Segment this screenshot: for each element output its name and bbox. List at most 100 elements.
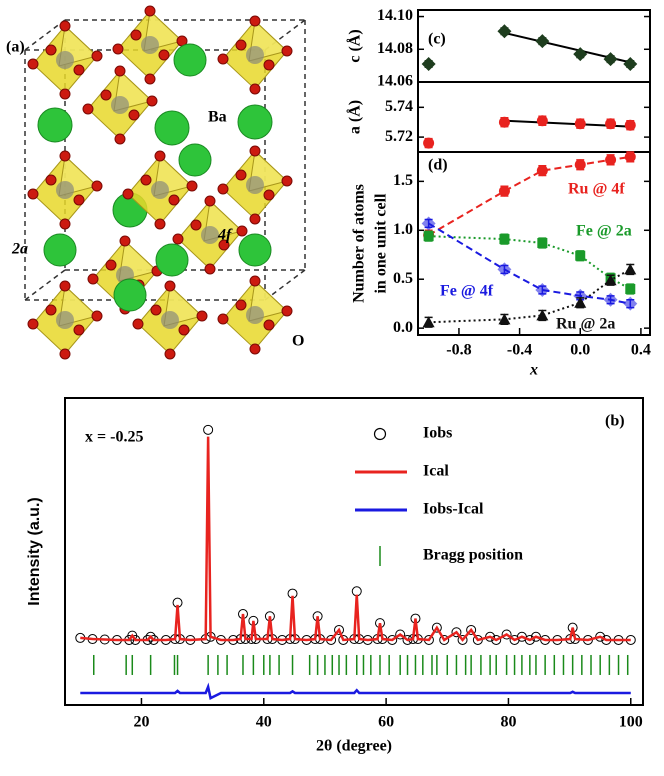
- o-atom: [249, 213, 261, 225]
- plot-frame: [64, 397, 644, 706]
- o-atom: [132, 318, 144, 330]
- o-atom: [122, 188, 134, 200]
- o-atom: [281, 45, 293, 57]
- o-atom: [236, 225, 248, 237]
- marker: [422, 316, 435, 328]
- x-tick-label: 0.4: [631, 342, 651, 359]
- o-atom: [144, 5, 156, 17]
- y-axis-label: in one unit cell: [373, 193, 390, 294]
- fe-ru-atom: [151, 181, 169, 199]
- o-atom: [249, 275, 261, 287]
- o-atom: [59, 280, 71, 292]
- marker: [573, 288, 588, 303]
- o-atom: [164, 348, 176, 360]
- y-tick-label: 0.5: [393, 270, 413, 287]
- fe-ru-atom: [161, 311, 179, 329]
- ba-atom: [113, 278, 147, 312]
- y-tick-label: 5.72: [385, 128, 413, 145]
- y-axis-label: Number of atoms: [351, 184, 368, 303]
- x-tick-label: 60: [378, 714, 394, 731]
- y-tick-label: 1.0: [393, 221, 413, 238]
- legend-label: Iobs: [423, 425, 452, 442]
- series-label: Fe @ 4f: [440, 283, 494, 300]
- o-atom: [45, 44, 57, 56]
- o-atom: [87, 273, 99, 285]
- marker: [536, 165, 548, 177]
- o-atom: [105, 259, 117, 271]
- o-atom: [27, 188, 39, 200]
- annotation: x = -0.25: [85, 429, 143, 446]
- fe-ru-atom: [111, 96, 129, 114]
- fe-ru-atom: [141, 36, 159, 54]
- o-atom: [119, 235, 131, 247]
- marker: [351, 586, 362, 597]
- marker: [574, 118, 586, 130]
- x-tick-label: 100: [619, 714, 643, 731]
- o-atom: [263, 189, 275, 201]
- marker: [603, 52, 618, 67]
- o-atom: [263, 59, 275, 71]
- o-atom: [91, 180, 103, 192]
- marker: [334, 624, 345, 635]
- o-atom: [112, 43, 124, 55]
- marker: [423, 231, 434, 242]
- y-axis-label: c (Å): [346, 29, 364, 62]
- ba-atom: [237, 104, 273, 140]
- y-tick-label: 5.74: [385, 98, 413, 115]
- o-atom: [82, 103, 94, 115]
- o-atom: [59, 150, 71, 162]
- x-tick-label: 0.0: [570, 342, 590, 359]
- panel-label: (c): [428, 31, 446, 48]
- y-tick-label: 1.5: [393, 172, 413, 189]
- marker: [498, 313, 511, 325]
- o-atom: [217, 53, 229, 65]
- panel-label: (a): [6, 39, 25, 56]
- o-atom: [281, 175, 293, 187]
- marker: [524, 634, 535, 645]
- marker: [536, 115, 548, 127]
- ba-atom: [154, 110, 190, 146]
- o-atom: [190, 219, 202, 231]
- panel-label: (b): [605, 413, 625, 430]
- o-atom: [59, 88, 71, 100]
- legend-symbol: [373, 427, 387, 441]
- fe-ru-atom: [246, 176, 264, 194]
- o-atom: [91, 50, 103, 62]
- fe-ru-atom: [56, 311, 74, 329]
- series-label: Fe @ 2a: [576, 223, 632, 240]
- y-tick-label: 14.08: [377, 40, 413, 57]
- marker: [498, 116, 510, 128]
- marker: [491, 634, 502, 645]
- legend-label: Ical: [423, 463, 449, 480]
- marker: [536, 309, 549, 321]
- o-atom: [45, 304, 57, 316]
- o-atom: [144, 73, 156, 85]
- marker: [499, 234, 510, 245]
- o-atom: [217, 183, 229, 195]
- o-atom: [59, 348, 71, 360]
- o-atom: [158, 49, 170, 61]
- fe-ru-atom: [56, 51, 74, 69]
- series-line: [80, 436, 631, 642]
- o-atom: [100, 89, 112, 101]
- marker: [573, 47, 588, 62]
- series-line: [428, 268, 631, 324]
- o-atom: [186, 180, 198, 192]
- y-axis-label: a (Å): [346, 100, 364, 134]
- legend-label: Bragg position: [423, 547, 523, 564]
- marker: [451, 627, 462, 638]
- o-atom: [59, 218, 71, 230]
- marker: [623, 296, 638, 311]
- marker: [624, 263, 637, 275]
- o-atom: [114, 65, 126, 77]
- marker: [574, 296, 587, 308]
- x-axis-label: 2θ (degree): [316, 738, 392, 755]
- fe-ru-atom: [246, 306, 264, 324]
- o-atom: [73, 64, 85, 76]
- o-atom: [140, 174, 152, 186]
- o-atom: [217, 313, 229, 325]
- o-atom: [150, 304, 162, 316]
- marker: [497, 24, 512, 39]
- x-tick-label: 40: [256, 714, 272, 731]
